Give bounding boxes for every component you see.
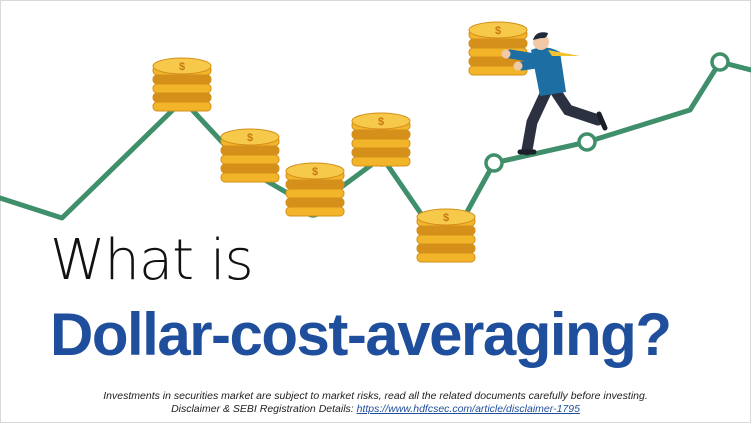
line-node [710, 52, 730, 72]
disclaimer: Investments in securities market are sub… [0, 390, 751, 416]
businessman-icon [501, 32, 608, 156]
page-title-line1: What is [50, 228, 254, 293]
dollar-symbol-icon: $ [378, 116, 384, 128]
disclaimer-prefix: Disclaimer & SEBI Registration Details: [171, 403, 357, 415]
dollar-symbol-icon: $ [443, 212, 449, 224]
dollar-symbol-icon: $ [179, 61, 185, 73]
dollar-symbol-icon: $ [495, 25, 501, 37]
line-node [484, 153, 504, 173]
coin-stack-icon: $ [220, 128, 280, 183]
coin-stack-icon: $ [285, 162, 345, 217]
coin-stack-icon: $ [152, 57, 212, 112]
page-title-line2: Dollar-cost-averaging? [50, 301, 672, 368]
dollar-symbol-icon: $ [312, 166, 318, 178]
dollar-symbol-icon: $ [247, 132, 253, 144]
disclaimer-registration: Disclaimer & SEBI Registration Details: … [0, 403, 751, 416]
coin-stack-icon: $ [351, 112, 411, 167]
growth-line-icon [0, 59, 751, 253]
disclaimer-text: Investments in securities market are sub… [103, 390, 648, 402]
coin-stack-icon: $ [416, 208, 476, 263]
line-node [577, 132, 597, 152]
disclaimer-link[interactable]: https://www.hdfcsec.com/article/disclaim… [356, 403, 580, 415]
